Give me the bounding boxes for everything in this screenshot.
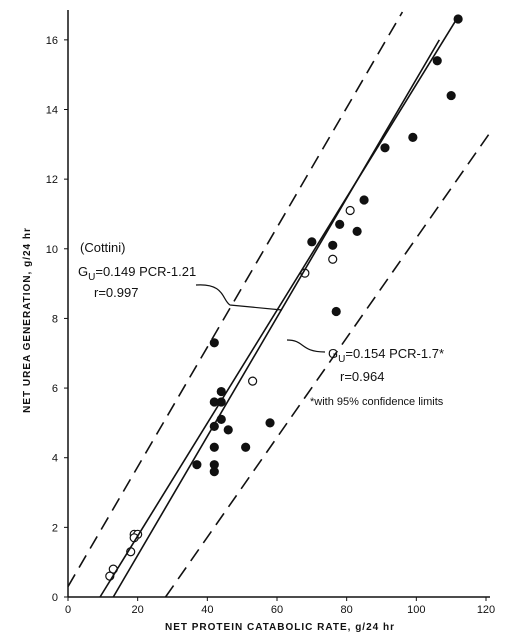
line — [99, 18, 458, 598]
annotation: r=0.964 — [340, 369, 384, 384]
x-tick-label: 80 — [341, 604, 353, 616]
point — [265, 418, 275, 428]
x-tick-label: 40 — [201, 604, 213, 616]
y-tick-label: 14 — [46, 105, 58, 117]
line — [67, 11, 404, 587]
annotation: G — [328, 346, 338, 361]
y-tick-label: 2 — [52, 522, 58, 534]
point — [359, 195, 369, 205]
point — [216, 386, 226, 397]
point — [223, 425, 233, 435]
y-tick-label: 8 — [52, 313, 58, 325]
arrow — [195, 284, 283, 311]
point — [248, 376, 258, 386]
x-axis-label: NET PROTEIN CATABOLIC RATE, g/24 hr — [165, 622, 395, 633]
point — [335, 219, 345, 230]
point — [331, 306, 341, 317]
point — [209, 442, 219, 452]
annotation: (Cottini) — [80, 240, 126, 255]
y-tick-label: 10 — [46, 244, 58, 256]
x-tick-label: 100 — [407, 604, 425, 616]
y-tick-label: 12 — [46, 174, 58, 186]
y-tick-label: 4 — [52, 453, 58, 465]
x-tick-label: 0 — [65, 604, 71, 616]
point — [328, 254, 338, 264]
y-tick-label: 0 — [52, 592, 58, 604]
x-tick-label: 120 — [477, 604, 495, 616]
y-axis-label: NET UREA GENERATION, g/24 hr — [22, 227, 33, 413]
point — [209, 467, 219, 477]
point — [446, 90, 456, 101]
line — [112, 39, 441, 598]
point — [432, 56, 442, 66]
annotation: G — [78, 264, 88, 279]
annotation: GU=0.154 PCR-1.7* — [328, 346, 444, 365]
annotation: *with 95% confidence limits — [310, 396, 444, 408]
point — [209, 338, 219, 348]
point — [380, 143, 390, 153]
line — [164, 129, 493, 598]
point — [307, 237, 317, 247]
point — [241, 442, 251, 452]
annotation: =0.149 PCR-1.21 — [95, 264, 196, 279]
x-tick-label: 60 — [271, 604, 283, 616]
y-tick-label: 6 — [52, 383, 58, 395]
arrow — [286, 339, 326, 353]
annotation: U — [338, 354, 345, 365]
point — [192, 460, 202, 470]
y-tick-label: 16 — [46, 35, 58, 47]
point — [345, 205, 355, 216]
point — [352, 226, 362, 236]
point — [408, 132, 418, 142]
annotation: r=0.997 — [94, 285, 138, 300]
annotation: GU=0.149 PCR-1.21 — [78, 264, 196, 283]
annotation: U — [88, 272, 95, 283]
point — [328, 240, 338, 250]
x-tick-label: 20 — [132, 604, 144, 616]
annotation: =0.154 PCR-1.7* — [345, 346, 444, 361]
